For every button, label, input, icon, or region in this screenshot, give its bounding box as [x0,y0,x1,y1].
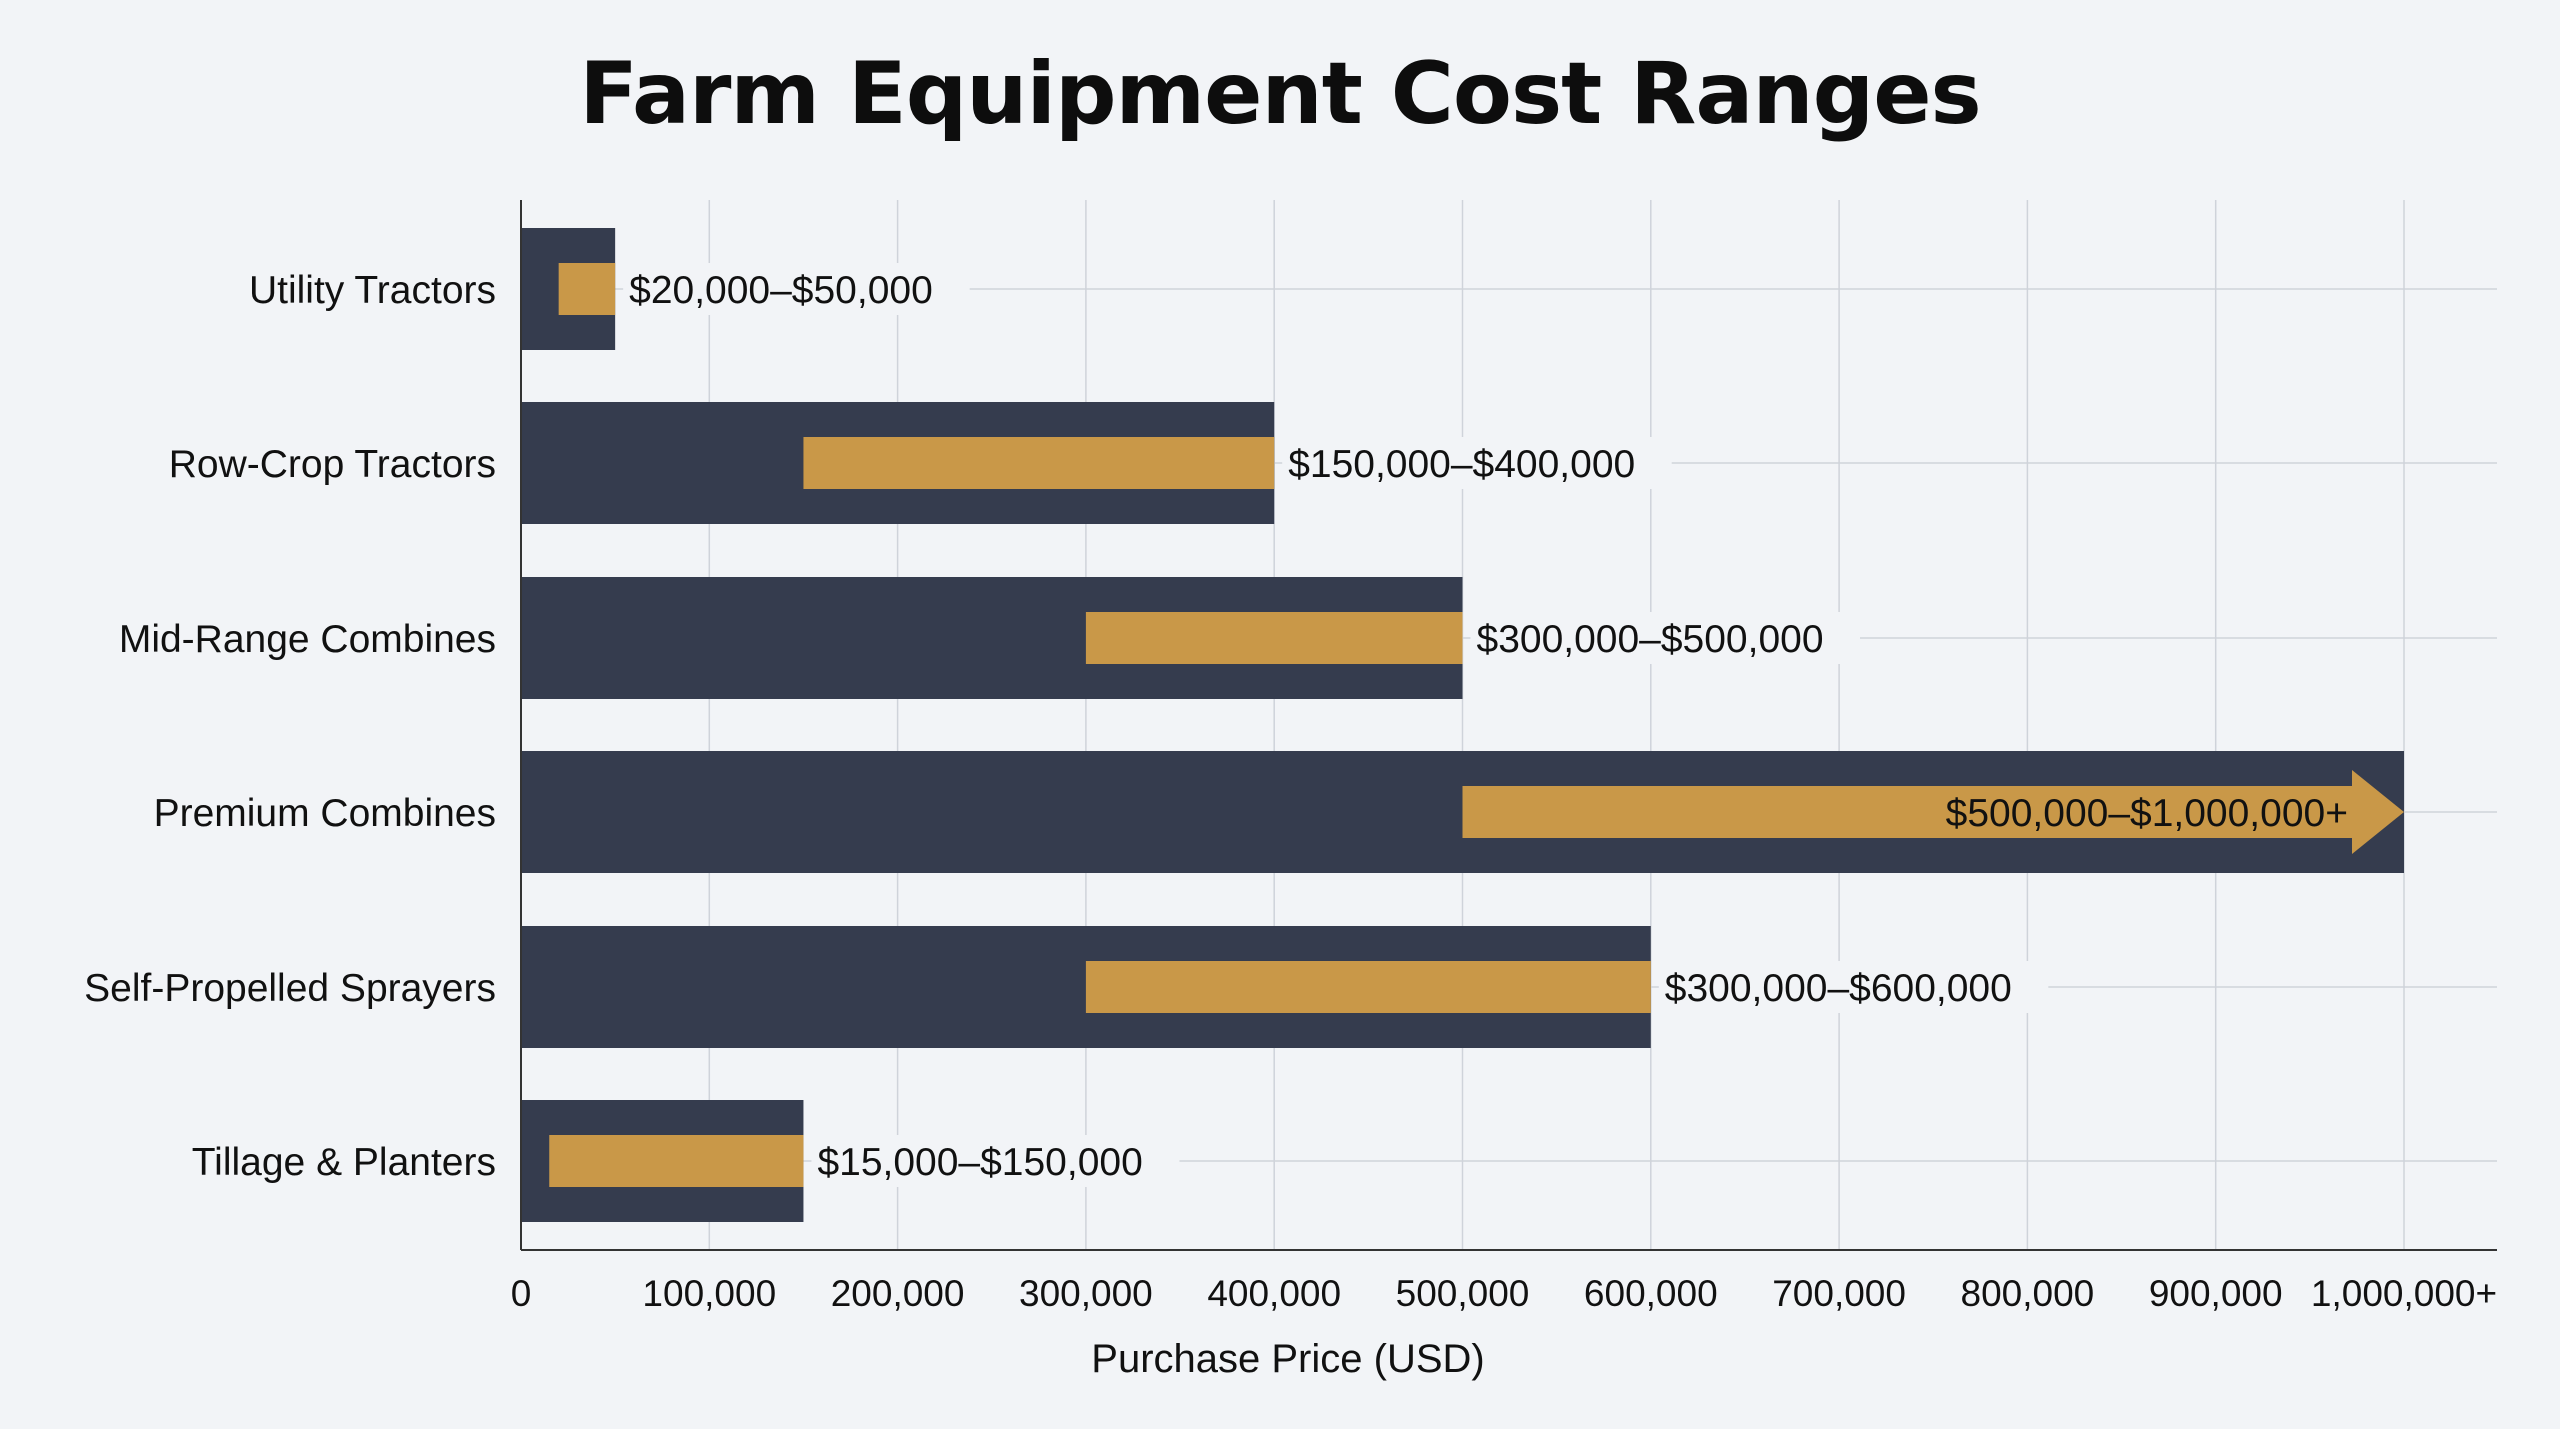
data-label-bg [1470,612,1860,664]
x-tick-label: 500,000 [1396,1273,1530,1314]
x-tick-label: 100,000 [642,1273,776,1314]
x-tick-label: 1,000,000+ [2311,1273,2497,1314]
data-label: $150,000–$400,000 [1288,443,1635,486]
bar-range [803,437,1275,489]
grid-layer [521,200,2497,1250]
x-axis-title: Purchase Price (USD) [1091,1337,1484,1381]
x-tick-label: 0 [511,1273,532,1314]
data-label: $20,000–$50,000 [629,269,933,312]
chart-title: Farm Equipment Cost Ranges [579,44,1981,144]
data-label: $300,000–$500,000 [1477,618,1824,661]
y-tick-label: Tillage & Planters [192,1141,496,1184]
data-label: $15,000–$150,000 [817,1141,1142,1184]
x-tick-label: 900,000 [2149,1273,2283,1314]
data-label: $300,000–$600,000 [1665,967,2012,1010]
data-label-bg [1282,437,1672,489]
bar-range [1085,612,1463,664]
y-tick-label: Utility Tractors [249,269,496,312]
x-tick-label: 600,000 [1584,1273,1718,1314]
y-tick-label: Self-Propelled Sprayers [84,967,496,1010]
data-label: $500,000–$1,000,000+ [1946,792,2348,835]
data-label-bg [1658,961,2049,1013]
bar-range [558,263,616,315]
y-tick-label: Mid-Range Combines [119,618,496,661]
x-tick-label: 700,000 [1772,1273,1906,1314]
data-label-bg [623,263,970,315]
x-tick-label: 800,000 [1961,1273,2095,1314]
x-tick-label: 300,000 [1019,1273,1153,1314]
bar-range [549,1135,804,1187]
bar-range [1085,961,1651,1013]
bar-layer [521,228,2404,1222]
bar-range [1462,786,2352,838]
label-layer: Utility Tractors $20,000–$50,000 Row-Crop … [84,263,2348,1187]
data-label-bg [811,1135,1180,1187]
bar-range-arrow [2352,770,2404,854]
y-tick-label: Row-Crop Tractors [169,443,496,486]
y-tick-label: Premium Combines [154,792,496,835]
axis-layer: 0 100,000 200,000 300,000 400,000 500,000 600,… [511,200,2497,1314]
x-tick-label: 200,000 [831,1273,965,1314]
x-tick-label: 400,000 [1207,1273,1341,1314]
